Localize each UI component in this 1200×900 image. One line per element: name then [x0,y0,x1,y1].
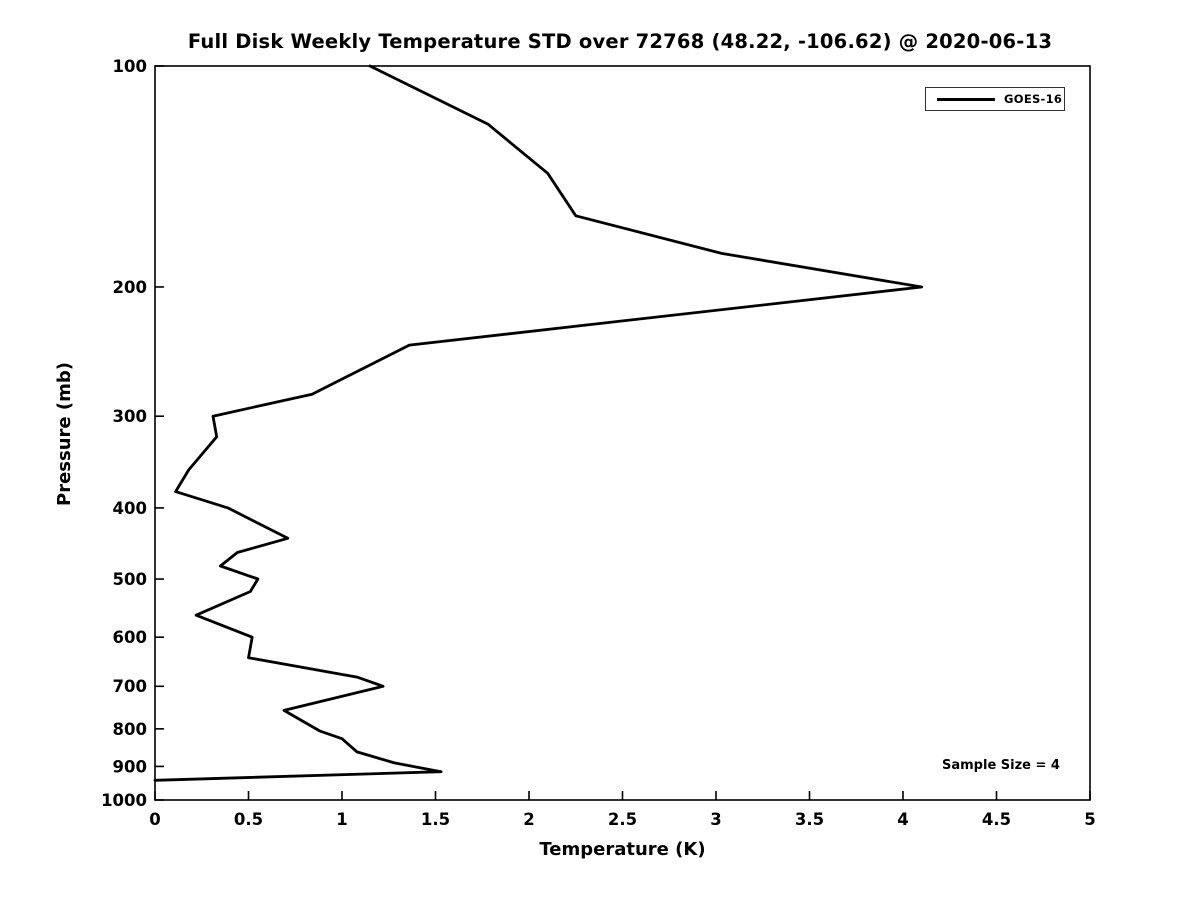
x-tick-label: 3.5 [795,810,824,829]
x-tick-label: 0 [149,810,160,829]
x-axis-label: Temperature (K) [539,839,706,860]
y-tick-label: 400 [113,499,147,518]
y-tick-label: 700 [113,677,147,696]
y-tick-label: 200 [113,278,147,297]
x-tick-label: 2 [523,810,534,829]
y-tick-label: 800 [113,720,147,739]
y-tick-label: 900 [113,757,147,776]
series-line-goes-16 [153,64,924,782]
y-tick-label: 300 [113,407,147,426]
chart-title: Full Disk Weekly Temperature STD over 72… [187,30,1053,53]
legend-line-swatch [937,97,995,101]
sample-size-annotation: Sample Size = 4 [942,758,1060,773]
y-tick-label: 1000 [101,791,147,810]
y-tick-label: 500 [113,570,147,589]
x-tick-label: 2.5 [608,810,637,829]
x-tick-label: 1.5 [421,810,450,829]
x-tick-label: 4.5 [982,810,1011,829]
x-tick-label: 5 [1084,810,1095,829]
x-tick-label: 1 [336,810,347,829]
y-tick-label: 600 [113,628,147,647]
axes-frame [154,65,1091,801]
x-tick-label: 0.5 [234,810,263,829]
legend-label: GOES-16 [1004,92,1063,106]
legend: GOES-16 [925,87,1065,111]
y-tick-label: 100 [113,57,147,76]
x-tick-label: 4 [897,810,908,829]
x-tick-label: 3 [710,810,721,829]
